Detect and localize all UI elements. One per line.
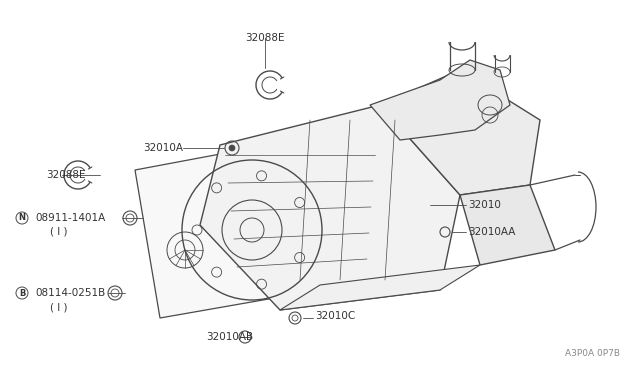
Text: 08911-1401A: 08911-1401A bbox=[35, 213, 105, 223]
Polygon shape bbox=[380, 70, 540, 195]
Polygon shape bbox=[135, 140, 320, 318]
Text: 32088E: 32088E bbox=[245, 33, 285, 43]
Text: 32010: 32010 bbox=[468, 200, 501, 210]
Circle shape bbox=[229, 145, 235, 151]
Text: N: N bbox=[19, 214, 26, 222]
Text: 32010AB: 32010AB bbox=[207, 332, 253, 342]
Text: 08114-0251B: 08114-0251B bbox=[35, 288, 105, 298]
Polygon shape bbox=[280, 265, 480, 310]
Polygon shape bbox=[460, 185, 555, 265]
Text: 32010AA: 32010AA bbox=[468, 227, 515, 237]
Text: A3P0A 0P7B: A3P0A 0P7B bbox=[565, 349, 620, 358]
Text: ( I ): ( I ) bbox=[50, 302, 67, 312]
Polygon shape bbox=[370, 60, 510, 140]
Text: B: B bbox=[19, 289, 25, 298]
Text: 32010C: 32010C bbox=[315, 311, 355, 321]
Text: 32010A: 32010A bbox=[143, 143, 183, 153]
Text: 32088E: 32088E bbox=[46, 170, 86, 180]
Text: ( I ): ( I ) bbox=[50, 227, 67, 237]
Polygon shape bbox=[200, 105, 460, 310]
